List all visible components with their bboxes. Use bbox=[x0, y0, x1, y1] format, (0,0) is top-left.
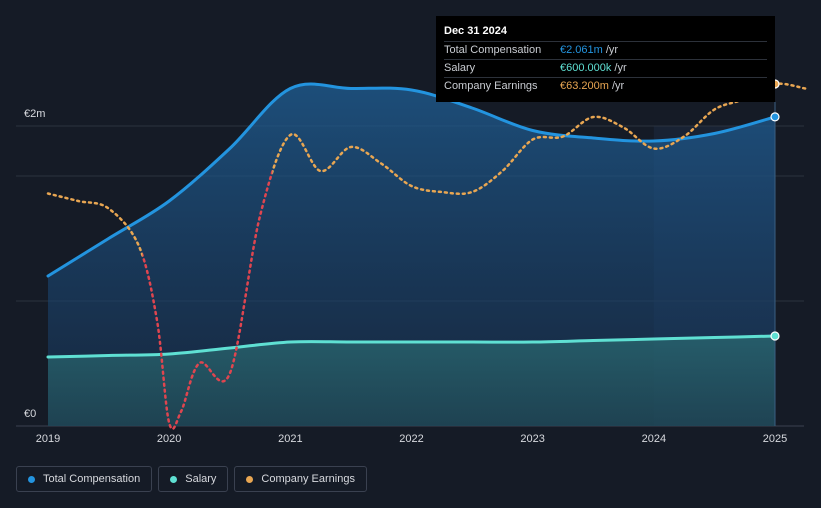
legend-item-company-earnings[interactable]: Company Earnings bbox=[234, 466, 367, 492]
y-tick-label: €0 bbox=[24, 408, 37, 420]
tooltip-unit: /yr bbox=[611, 80, 625, 92]
series-line-earnings-negative bbox=[142, 168, 273, 431]
legend-label: Salary bbox=[185, 473, 217, 485]
chart-legend: Total Compensation Salary Company Earnin… bbox=[16, 466, 367, 492]
x-tick-label: 2019 bbox=[35, 433, 61, 445]
x-tick-label: 2020 bbox=[156, 433, 182, 445]
tooltip-label: Company Earnings bbox=[444, 80, 538, 92]
series-line-salary bbox=[46, 334, 777, 359]
legend-dot-icon bbox=[170, 475, 178, 483]
tooltip-label: Total Compensation bbox=[444, 44, 542, 56]
tooltip-row-company-earnings: Company Earnings €63.200m /yr bbox=[444, 77, 767, 95]
x-tick-label: 2021 bbox=[278, 433, 303, 445]
legend-item-salary[interactable]: Salary bbox=[158, 466, 229, 492]
legend-dot-icon bbox=[28, 475, 35, 483]
area-salary bbox=[48, 336, 775, 426]
hover-tooltip: Dec 31 2024 Total Compensation €2.061m /… bbox=[436, 16, 775, 102]
legend-label: Total Compensation bbox=[43, 473, 141, 485]
x-tick-label: 2025 bbox=[762, 433, 788, 445]
series-line-total bbox=[46, 82, 777, 278]
y-tick-label: €2m bbox=[24, 108, 46, 120]
tooltip-unit: /yr bbox=[605, 44, 619, 56]
tooltip-value: €600.000k bbox=[560, 62, 612, 74]
point-salary bbox=[770, 331, 780, 341]
tooltip-row-salary: Salary €600.000k /yr bbox=[444, 59, 767, 77]
x-tick-label: 2024 bbox=[641, 433, 667, 445]
x-tick-label: 2023 bbox=[520, 433, 545, 445]
x-tick-label: 2022 bbox=[399, 433, 424, 445]
legend-item-total-compensation[interactable]: Total Compensation bbox=[16, 466, 153, 492]
legend-label: Company Earnings bbox=[261, 473, 355, 485]
tooltip-date: Dec 31 2024 bbox=[444, 25, 507, 37]
legend-dot-icon bbox=[246, 475, 254, 483]
tooltip-value: €63.200m bbox=[560, 80, 609, 92]
tooltip-unit: /yr bbox=[614, 62, 627, 74]
tooltip-label: Salary bbox=[444, 62, 476, 74]
point-total bbox=[770, 112, 780, 122]
tooltip-row-total-compensation: Total Compensation €2.061m /yr bbox=[444, 41, 767, 59]
tooltip-value: €2.061m bbox=[560, 44, 603, 56]
